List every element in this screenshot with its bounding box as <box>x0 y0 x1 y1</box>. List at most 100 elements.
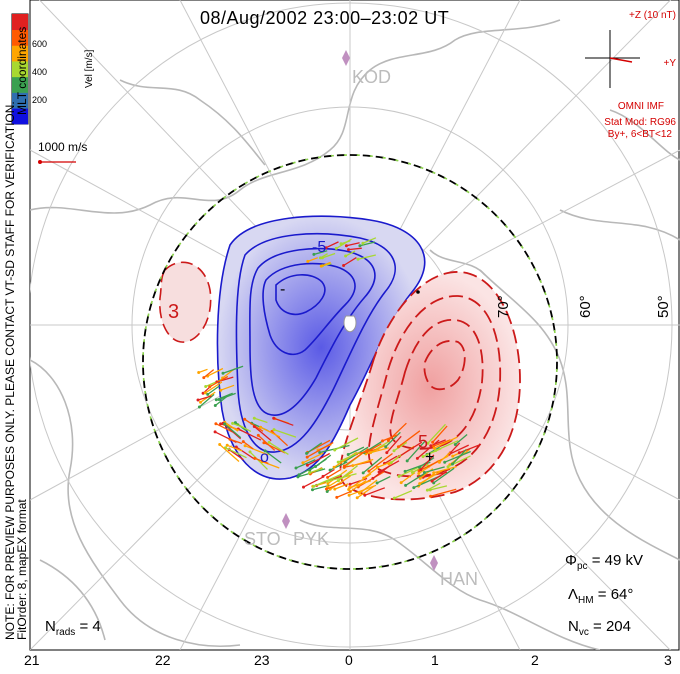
velocity-vector <box>377 461 392 468</box>
velocity-vector-origin <box>346 453 350 456</box>
velocity-vector <box>452 449 467 465</box>
station-han: HAN <box>440 569 478 589</box>
velocity-vector-origin <box>206 392 210 396</box>
lat-label-70: 70° <box>495 295 512 318</box>
velocity-vector <box>306 442 323 454</box>
velocity-vector <box>229 449 244 461</box>
velocity-vector-origin <box>241 440 245 444</box>
velocity-vector-origin <box>325 490 329 493</box>
velocity-vector-origin <box>213 430 217 434</box>
velocity-vector-origin <box>333 487 337 491</box>
colorbar-band <box>12 108 28 125</box>
velocity-vector <box>197 395 212 401</box>
velocity-vector <box>430 485 448 491</box>
velocity-vector-origin <box>308 471 311 475</box>
velocity-vector-origin <box>371 476 375 480</box>
velocity-vector <box>405 472 426 486</box>
velocity-vector <box>306 441 334 458</box>
contour-label-minus5: -5 <box>312 239 326 256</box>
velocity-vector-origin <box>204 385 208 388</box>
plot-title: 08/Aug/2002 23:00–23:02 UT <box>200 8 450 28</box>
velocity-vector-origin <box>214 422 218 426</box>
velocity-vector-origin <box>415 456 419 460</box>
velocity-vector <box>325 241 339 249</box>
velocity-vector <box>207 367 224 377</box>
velocity-vector <box>376 476 391 484</box>
velocity-vector-origin <box>404 483 408 487</box>
velocity-vector-origin <box>412 486 416 490</box>
velocity-vector <box>225 447 247 459</box>
velocity-vector <box>238 428 262 441</box>
velocity-vector-origin <box>344 244 348 248</box>
velocity-vector-origin <box>347 488 351 491</box>
colorbar-band <box>12 92 28 109</box>
velocity-vector <box>390 454 402 464</box>
velocity-vector <box>352 458 374 467</box>
velocity-vector <box>433 439 451 447</box>
velocity-vector-origin <box>358 491 361 495</box>
velocity-vector <box>444 450 471 463</box>
velocity-vector-origin <box>363 493 367 497</box>
colorbar-band <box>12 45 28 62</box>
velocity-vector <box>366 443 382 453</box>
velocity-vector <box>387 422 407 441</box>
x-tick-3: 3 <box>664 652 672 668</box>
velocity-vector <box>384 455 398 464</box>
velocity-vector <box>348 473 372 491</box>
preview-note: NOTE: FOR PREVIEW PURPOSES ONLY. PLEASE … <box>3 101 17 640</box>
velocity-vector <box>198 393 215 408</box>
velocity-vector-origin <box>197 371 201 374</box>
velocity-vector-origin <box>429 494 433 498</box>
velocity-vector-origin <box>428 488 432 492</box>
velocity-vector-origin <box>311 488 314 492</box>
velocity-vector-origin <box>297 473 301 477</box>
velocity-vector <box>253 426 272 442</box>
velocity-vector <box>203 369 215 379</box>
velocity-vector <box>393 441 408 452</box>
velocity-vector <box>419 469 443 485</box>
imf-model: Stat Mod: RG96 <box>604 117 676 128</box>
velocity-vector-origin <box>318 451 322 454</box>
velocity-vector-origin <box>325 487 328 491</box>
velocity-vector <box>398 465 422 477</box>
colorbar-tick-200: 200 <box>32 95 47 105</box>
velocity-vector-origin <box>196 398 200 402</box>
velocity-vector <box>385 431 401 448</box>
velocity-vector <box>340 240 351 245</box>
velocity-vector-origin <box>219 422 223 426</box>
velocity-vector-origin <box>386 439 390 442</box>
velocity-vector-origin <box>301 461 305 465</box>
colorbar-band <box>12 14 28 31</box>
velocity-vector <box>422 448 442 458</box>
velocity-vector-origin <box>392 449 396 453</box>
velocity-vector-origin <box>396 445 400 449</box>
velocity-vector-origin <box>312 484 316 488</box>
velocity-vector <box>337 451 360 463</box>
velocity-vector-origin <box>399 481 403 485</box>
velocity-vector-origin <box>451 462 454 466</box>
velocity-vector-origin <box>392 496 396 500</box>
velocity-vector <box>322 468 335 477</box>
colorbar-band <box>12 76 28 93</box>
velocity-vector <box>382 434 398 442</box>
lat-label-60: 60° <box>577 295 594 318</box>
velocity-vector <box>420 454 435 471</box>
velocity-vector-origin <box>342 264 346 267</box>
velocity-vector-origin <box>361 471 365 475</box>
velocity-vectors <box>196 237 480 500</box>
station-pyk: PYK <box>293 529 329 549</box>
velocity-vector <box>214 393 231 407</box>
velocity-vector-origin <box>356 257 360 261</box>
velocity-vector <box>216 392 233 401</box>
velocity-vector-origin <box>319 264 323 268</box>
velocity-vector-origin <box>221 371 225 375</box>
velocity-vector <box>322 252 336 259</box>
velocity-vector <box>327 468 342 478</box>
velocity-vector <box>326 482 343 490</box>
stat-lambda-hm: ΛHM = 64° <box>568 586 634 606</box>
velocity-vector-origin <box>339 242 343 246</box>
velocity-vector <box>349 477 368 485</box>
velocity-vector <box>260 426 281 438</box>
imf-source: OMNI IMF <box>617 101 664 112</box>
colorbar-tick-400: 400 <box>32 67 47 77</box>
